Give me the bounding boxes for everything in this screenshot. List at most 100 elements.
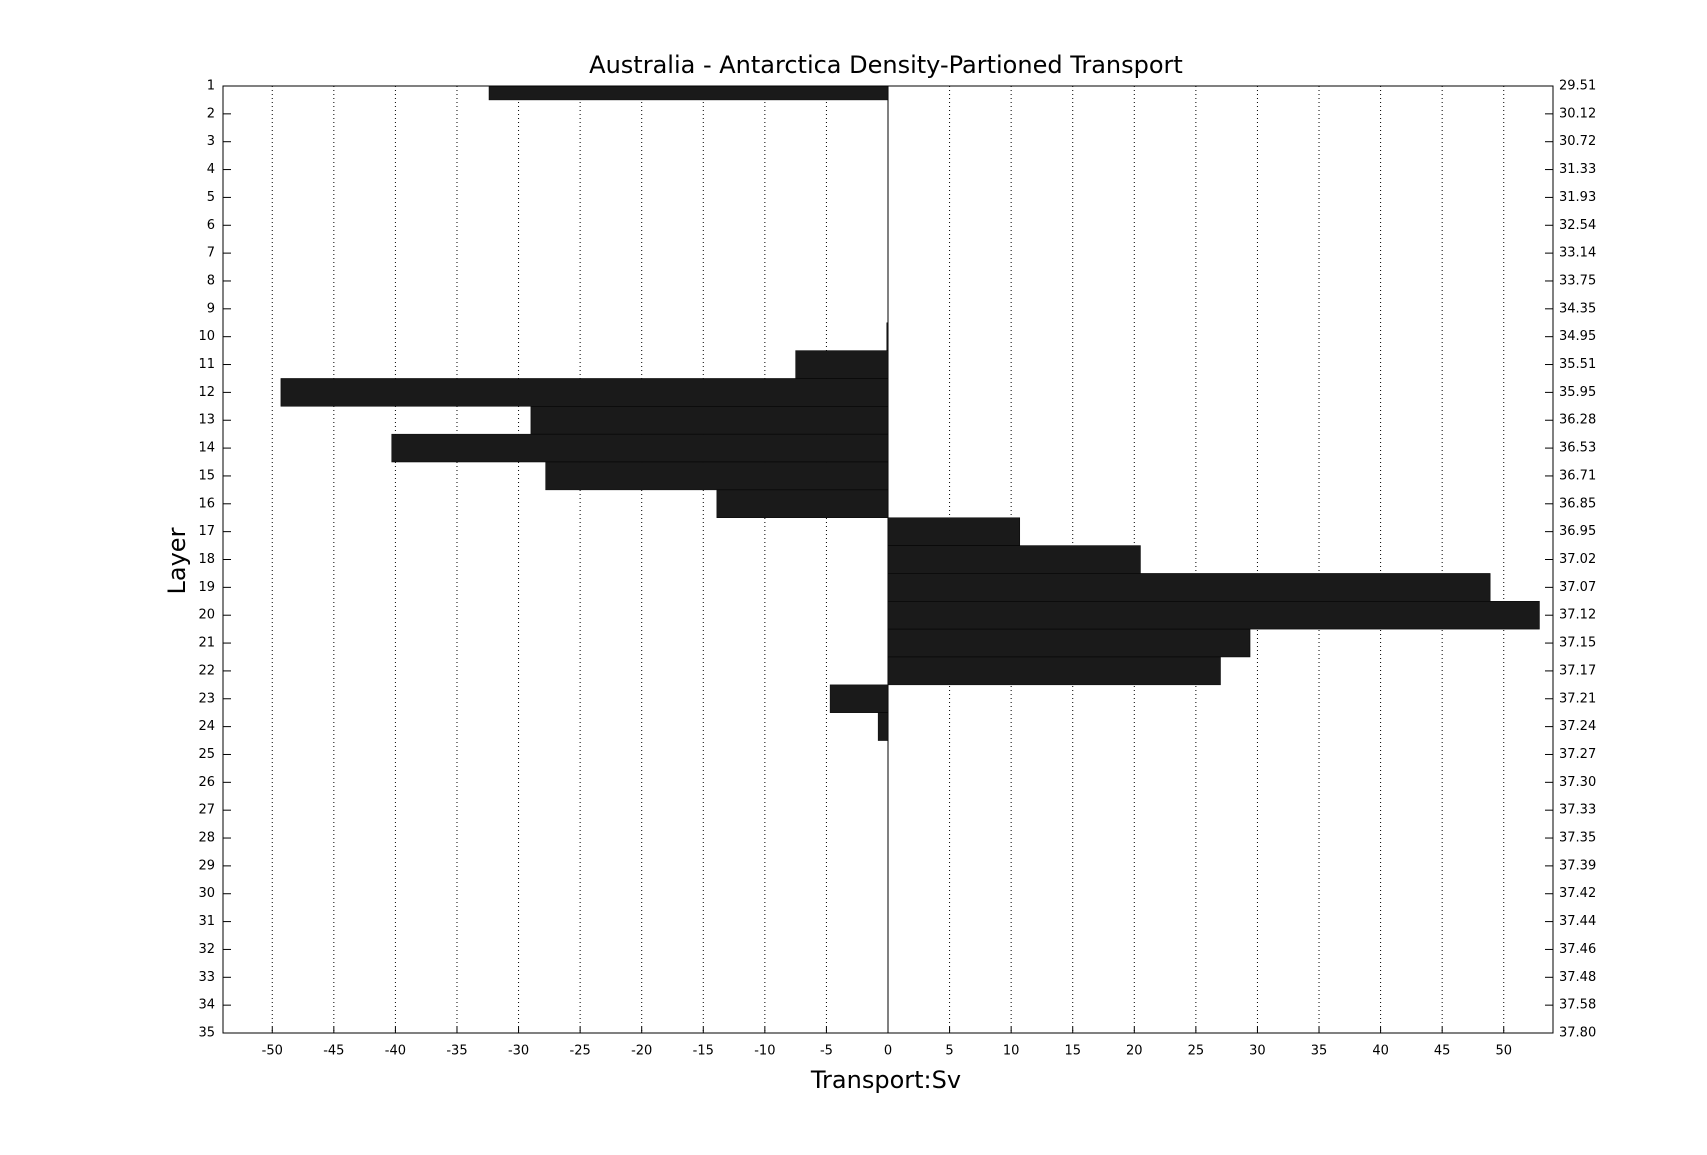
y2-tick-label: 33.75 — [1559, 273, 1596, 288]
y2-tick-label: 37.39 — [1559, 858, 1596, 873]
x-tick-label: -50 — [262, 1044, 283, 1059]
bar — [887, 517, 1021, 546]
y2-tick-label: 35.51 — [1559, 357, 1596, 372]
bar — [545, 461, 889, 491]
y-tick-label: 2 — [207, 106, 215, 121]
x-tick-label: 45 — [1434, 1044, 1451, 1059]
y-tick-label: 10 — [198, 329, 215, 344]
y-tick-label: 25 — [198, 747, 215, 762]
bar — [887, 573, 1491, 602]
y2-tick-label: 37.80 — [1559, 1026, 1596, 1041]
y2-tick-label: 36.95 — [1559, 524, 1596, 539]
y-tick-label: 3 — [207, 134, 215, 149]
x-tick-label: 35 — [1311, 1044, 1328, 1059]
y2-tick-label: 37.42 — [1559, 886, 1596, 901]
y-tick-label: 5 — [207, 190, 215, 205]
y2-tick-label: 37.33 — [1559, 803, 1596, 818]
bar — [391, 433, 889, 463]
y2-tick-label: 34.35 — [1559, 301, 1596, 316]
y-tick-label: 11 — [198, 357, 215, 372]
y2-tick-label: 37.35 — [1559, 831, 1596, 846]
y-tick-label: 30 — [198, 886, 215, 901]
x-tick-label: 30 — [1249, 1044, 1266, 1059]
y-tick-label: 1 — [207, 79, 215, 94]
y2-tick-label: 36.53 — [1559, 441, 1596, 456]
y2-tick-label: 36.28 — [1559, 413, 1596, 428]
y2-tick-label: 35.95 — [1559, 385, 1596, 400]
y2-tick-label: 37.48 — [1559, 970, 1596, 985]
y2-tick-label: 37.44 — [1559, 914, 1596, 929]
y-tick-label: 29 — [198, 858, 215, 873]
bar — [887, 601, 1540, 630]
y2-tick-label: 37.02 — [1559, 552, 1596, 567]
y2-tick-label: 29.51 — [1559, 79, 1596, 94]
bar — [530, 406, 889, 435]
axes-layer: -50 -45 -40 -35 -30 -25 -20 -15 -10 -5 0 5 10 15 20 25 3… — [198, 79, 1596, 1059]
y2-tick-label: 37.17 — [1559, 663, 1596, 678]
y2-tick-label: 36.71 — [1559, 468, 1596, 483]
y-tick-label: 23 — [198, 691, 215, 706]
chart-title: Australia - Antarctica Density-Partioned… — [589, 51, 1183, 79]
x-tick-label: 50 — [1495, 1044, 1512, 1059]
x-axis-label: Transport:Sv — [810, 1066, 961, 1094]
y-tick-label: 22 — [198, 663, 215, 678]
bar — [795, 350, 889, 379]
bar — [280, 378, 889, 407]
x-tick-label: -35 — [446, 1044, 467, 1059]
bar — [716, 489, 889, 518]
y2-tick-label: 33.14 — [1559, 246, 1596, 261]
x-tick-label: -15 — [693, 1044, 714, 1059]
y2-tick-label: 32.54 — [1559, 218, 1596, 233]
y-tick-label: 4 — [207, 162, 215, 177]
y2-tick-label: 30.72 — [1559, 134, 1596, 149]
y2-tick-label: 37.30 — [1559, 775, 1596, 790]
y-tick-label: 24 — [198, 719, 215, 734]
x-tick-label: -25 — [570, 1044, 591, 1059]
bar — [877, 712, 889, 741]
y2-tick-label: 34.95 — [1559, 329, 1596, 344]
x-tick-label: -30 — [508, 1044, 529, 1059]
y2-tick-label: 37.46 — [1559, 942, 1596, 957]
y-tick-label: 13 — [198, 413, 215, 428]
x-tick-label: 5 — [945, 1044, 953, 1059]
y2-tick-label: 30.12 — [1559, 106, 1596, 121]
y2-tick-label: 31.93 — [1559, 190, 1596, 205]
y-tick-label: 17 — [198, 524, 215, 539]
y-tick-label: 18 — [198, 552, 215, 567]
x-tick-label: 0 — [884, 1044, 892, 1059]
bar — [887, 545, 1141, 574]
y-axis-label: Layer — [163, 527, 191, 594]
y-tick-label: 15 — [198, 468, 215, 483]
y-tick-label: 27 — [198, 803, 215, 818]
x-tick-label: -45 — [323, 1044, 344, 1059]
y2-tick-label: 31.33 — [1559, 162, 1596, 177]
y2-tick-label: 37.15 — [1559, 636, 1596, 651]
y2-tick-label: 37.12 — [1559, 608, 1596, 623]
bar — [887, 628, 1251, 658]
y-tick-label: 20 — [198, 608, 215, 623]
y2-tick-label: 37.27 — [1559, 747, 1596, 762]
y-tick-label: 34 — [198, 998, 215, 1013]
y-tick-label: 7 — [207, 246, 215, 261]
x-tick-label: 15 — [1064, 1044, 1081, 1059]
y-tick-label: 31 — [198, 914, 215, 929]
x-tick-label: -10 — [754, 1044, 775, 1059]
y-tick-label: 26 — [198, 775, 215, 790]
bar-layer — [280, 86, 1540, 741]
y-tick-label: 6 — [207, 218, 215, 233]
y2-tick-label: 36.85 — [1559, 496, 1596, 511]
y-tick-label: 35 — [198, 1026, 215, 1041]
y-tick-label: 12 — [198, 385, 215, 400]
x-tick-label: -20 — [631, 1044, 652, 1059]
y-tick-label: 33 — [198, 970, 215, 985]
y-tick-label: 14 — [198, 441, 215, 456]
bar — [887, 656, 1221, 686]
y-tick-label: 32 — [198, 942, 215, 957]
y2-tick-label: 37.07 — [1559, 580, 1596, 595]
bar — [829, 684, 889, 713]
plot-frame — [222, 85, 1554, 1034]
y-tick-label: 16 — [198, 496, 215, 511]
y2-tick-label: 37.24 — [1559, 719, 1596, 734]
bar — [886, 322, 889, 351]
